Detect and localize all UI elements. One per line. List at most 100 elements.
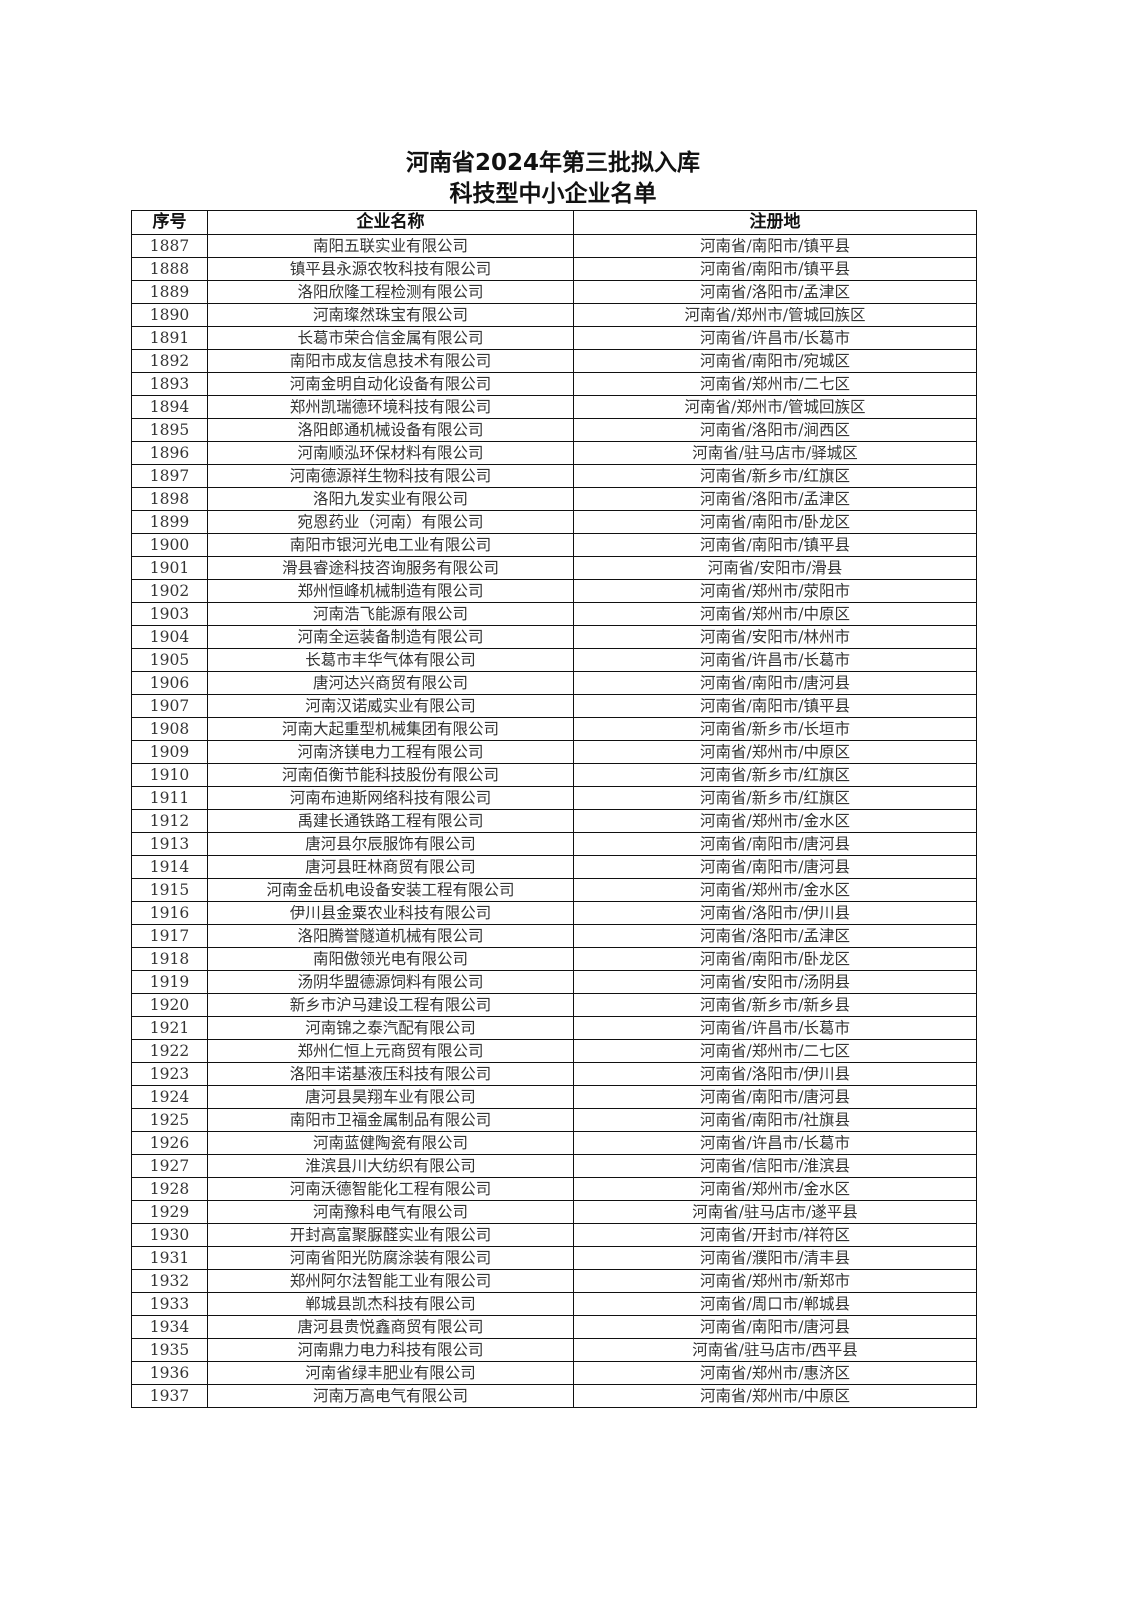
company-name-cell: 唐河县旺林商贸有限公司 xyxy=(207,854,574,879)
table-row: 1900 南阳市银河光电工业有限公司 河南省/南阳市/镇平县 xyxy=(131,532,977,557)
header-company-name: 企业名称 xyxy=(207,210,574,235)
table-row: 1907 河南汉诺威实业有限公司 河南省/南阳市/镇平县 xyxy=(131,693,977,718)
registered-location-cell: 河南省/南阳市/卧龙区 xyxy=(573,509,977,534)
registered-location-cell: 河南省/南阳市/唐河县 xyxy=(573,670,977,695)
company-name-cell: 河南佰衡节能科技股份有限公司 xyxy=(207,762,574,787)
serial-number-cell: 1917 xyxy=(131,923,208,948)
company-name-cell: 河南浩飞能源有限公司 xyxy=(207,601,574,626)
table-row: 1921 河南锦之泰汽配有限公司 河南省/许昌市/长葛市 xyxy=(131,1015,977,1040)
registered-location-cell: 河南省/驻马店市/驿城区 xyxy=(573,440,977,465)
company-name-cell: 河南蓝健陶瓷有限公司 xyxy=(207,1130,574,1155)
company-name-cell: 南阳市银河光电工业有限公司 xyxy=(207,532,574,557)
table-row: 1893 河南金明自动化设备有限公司 河南省/郑州市/二七区 xyxy=(131,371,977,396)
serial-number-cell: 1889 xyxy=(131,279,208,304)
table-row: 1889 洛阳欣隆工程检测有限公司 河南省/洛阳市/孟津区 xyxy=(131,279,977,304)
table-row: 1897 河南德源祥生物科技有限公司 河南省/新乡市/红旗区 xyxy=(131,463,977,488)
serial-number-cell: 1914 xyxy=(131,854,208,879)
enterprise-list-table: 序号 企业名称 注册地 1887 南阳五联实业有限公司 河南省/南阳市/镇平县 188… xyxy=(131,210,977,1408)
serial-number-cell: 1896 xyxy=(131,440,208,465)
company-name-cell: 洛阳九发实业有限公司 xyxy=(207,486,574,511)
company-name-cell: 河南大起重型机械集团有限公司 xyxy=(207,716,574,741)
serial-number-cell: 1895 xyxy=(131,417,208,442)
table-row: 1909 河南济镁电力工程有限公司 河南省/郑州市/中原区 xyxy=(131,739,977,764)
serial-number-cell: 1921 xyxy=(131,1015,208,1040)
table-row: 1929 河南豫科电气有限公司 河南省/驻马店市/遂平县 xyxy=(131,1199,977,1224)
registered-location-cell: 河南省/驻马店市/西平县 xyxy=(573,1337,977,1362)
table-row: 1896 河南顺泓环保材料有限公司 河南省/驻马店市/驿城区 xyxy=(131,440,977,465)
serial-number-cell: 1909 xyxy=(131,739,208,764)
registered-location-cell: 河南省/南阳市/唐河县 xyxy=(573,854,977,879)
company-name-cell: 河南金明自动化设备有限公司 xyxy=(207,371,574,396)
table-row: 1928 河南沃德智能化工程有限公司 河南省/郑州市/金水区 xyxy=(131,1176,977,1201)
company-name-cell: 郑州阿尔法智能工业有限公司 xyxy=(207,1268,574,1293)
registered-location-cell: 河南省/许昌市/长葛市 xyxy=(573,325,977,350)
company-name-cell: 河南顺泓环保材料有限公司 xyxy=(207,440,574,465)
table-row: 1910 河南佰衡节能科技股份有限公司 河南省/新乡市/红旗区 xyxy=(131,762,977,787)
table-row: 1916 伊川县金粟农业科技有限公司 河南省/洛阳市/伊川县 xyxy=(131,900,977,925)
registered-location-cell: 河南省/郑州市/新郑市 xyxy=(573,1268,977,1293)
table-row: 1923 洛阳丰诺基液压科技有限公司 河南省/洛阳市/伊川县 xyxy=(131,1061,977,1086)
serial-number-cell: 1915 xyxy=(131,877,208,902)
company-name-cell: 开封高富聚脲醛实业有限公司 xyxy=(207,1222,574,1247)
serial-number-cell: 1893 xyxy=(131,371,208,396)
company-name-cell: 新乡市沪马建设工程有限公司 xyxy=(207,992,574,1017)
registered-location-cell: 河南省/南阳市/镇平县 xyxy=(573,233,977,258)
company-name-cell: 唐河县尔辰服饰有限公司 xyxy=(207,831,574,856)
table-row: 1890 河南璨然珠宝有限公司 河南省/郑州市/管城回族区 xyxy=(131,302,977,327)
table-row: 1887 南阳五联实业有限公司 河南省/南阳市/镇平县 xyxy=(131,233,977,258)
company-name-cell: 南阳五联实业有限公司 xyxy=(207,233,574,258)
registered-location-cell: 河南省/信阳市/淮滨县 xyxy=(573,1153,977,1178)
table-row: 1892 南阳市成友信息技术有限公司 河南省/南阳市/宛城区 xyxy=(131,348,977,373)
company-name-cell: 长葛市丰华气体有限公司 xyxy=(207,647,574,672)
registered-location-cell: 河南省/南阳市/社旗县 xyxy=(573,1107,977,1132)
table-row: 1922 郑州仁恒上元商贸有限公司 河南省/郑州市/二七区 xyxy=(131,1038,977,1063)
table-row: 1888 镇平县永源农牧科技有限公司 河南省/南阳市/镇平县 xyxy=(131,256,977,281)
registered-location-cell: 河南省/郑州市/金水区 xyxy=(573,808,977,833)
serial-number-cell: 1920 xyxy=(131,992,208,1017)
serial-number-cell: 1932 xyxy=(131,1268,208,1293)
registered-location-cell: 河南省/南阳市/卧龙区 xyxy=(573,946,977,971)
table-row: 1901 滑县睿途科技咨询服务有限公司 河南省/安阳市/滑县 xyxy=(131,555,977,580)
registered-location-cell: 河南省/濮阳市/清丰县 xyxy=(573,1245,977,1270)
registered-location-cell: 河南省/洛阳市/孟津区 xyxy=(573,923,977,948)
table-row: 1914 唐河县旺林商贸有限公司 河南省/南阳市/唐河县 xyxy=(131,854,977,879)
company-name-cell: 河南金岳机电设备安装工程有限公司 xyxy=(207,877,574,902)
registered-location-cell: 河南省/南阳市/镇平县 xyxy=(573,532,977,557)
table-row: 1933 郸城县凯杰科技有限公司 河南省/周口市/郸城县 xyxy=(131,1291,977,1316)
serial-number-cell: 1901 xyxy=(131,555,208,580)
serial-number-cell: 1894 xyxy=(131,394,208,419)
registered-location-cell: 河南省/洛阳市/涧西区 xyxy=(573,417,977,442)
company-name-cell: 滑县睿途科技咨询服务有限公司 xyxy=(207,555,574,580)
serial-number-cell: 1912 xyxy=(131,808,208,833)
registered-location-cell: 河南省/南阳市/唐河县 xyxy=(573,1314,977,1339)
registered-location-cell: 河南省/新乡市/长垣市 xyxy=(573,716,977,741)
registered-location-cell: 河南省/安阳市/滑县 xyxy=(573,555,977,580)
serial-number-cell: 1930 xyxy=(131,1222,208,1247)
table-row: 1937 河南万高电气有限公司 河南省/郑州市/中原区 xyxy=(131,1383,977,1408)
registered-location-cell: 河南省/郑州市/管城回族区 xyxy=(573,394,977,419)
registered-location-cell: 河南省/郑州市/二七区 xyxy=(573,371,977,396)
registered-location-cell: 河南省/新乡市/红旗区 xyxy=(573,785,977,810)
serial-number-cell: 1890 xyxy=(131,302,208,327)
company-name-cell: 唐河县贵悦鑫商贸有限公司 xyxy=(207,1314,574,1339)
table-body: 1887 南阳五联实业有限公司 河南省/南阳市/镇平县 1888 镇平县永源农牧科技有限… xyxy=(131,233,977,1408)
registered-location-cell: 河南省/郑州市/中原区 xyxy=(573,601,977,626)
table-row: 1918 南阳傲领光电有限公司 河南省/南阳市/卧龙区 xyxy=(131,946,977,971)
serial-number-cell: 1903 xyxy=(131,601,208,626)
registered-location-cell: 河南省/洛阳市/伊川县 xyxy=(573,1061,977,1086)
table-row: 1932 郑州阿尔法智能工业有限公司 河南省/郑州市/新郑市 xyxy=(131,1268,977,1293)
table-row: 1895 洛阳郎通机械设备有限公司 河南省/洛阳市/涧西区 xyxy=(131,417,977,442)
serial-number-cell: 1899 xyxy=(131,509,208,534)
serial-number-cell: 1927 xyxy=(131,1153,208,1178)
company-name-cell: 河南布迪斯网络科技有限公司 xyxy=(207,785,574,810)
serial-number-cell: 1888 xyxy=(131,256,208,281)
company-name-cell: 汤阴华盟德源饲料有限公司 xyxy=(207,969,574,994)
registered-location-cell: 河南省/新乡市/红旗区 xyxy=(573,762,977,787)
header-serial-number: 序号 xyxy=(131,210,208,235)
registered-location-cell: 河南省/洛阳市/伊川县 xyxy=(573,900,977,925)
registered-location-cell: 河南省/洛阳市/孟津区 xyxy=(573,279,977,304)
registered-location-cell: 河南省/郑州市/中原区 xyxy=(573,739,977,764)
registered-location-cell: 河南省/周口市/郸城县 xyxy=(573,1291,977,1316)
company-name-cell: 河南豫科电气有限公司 xyxy=(207,1199,574,1224)
company-name-cell: 河南省绿丰肥业有限公司 xyxy=(207,1360,574,1385)
